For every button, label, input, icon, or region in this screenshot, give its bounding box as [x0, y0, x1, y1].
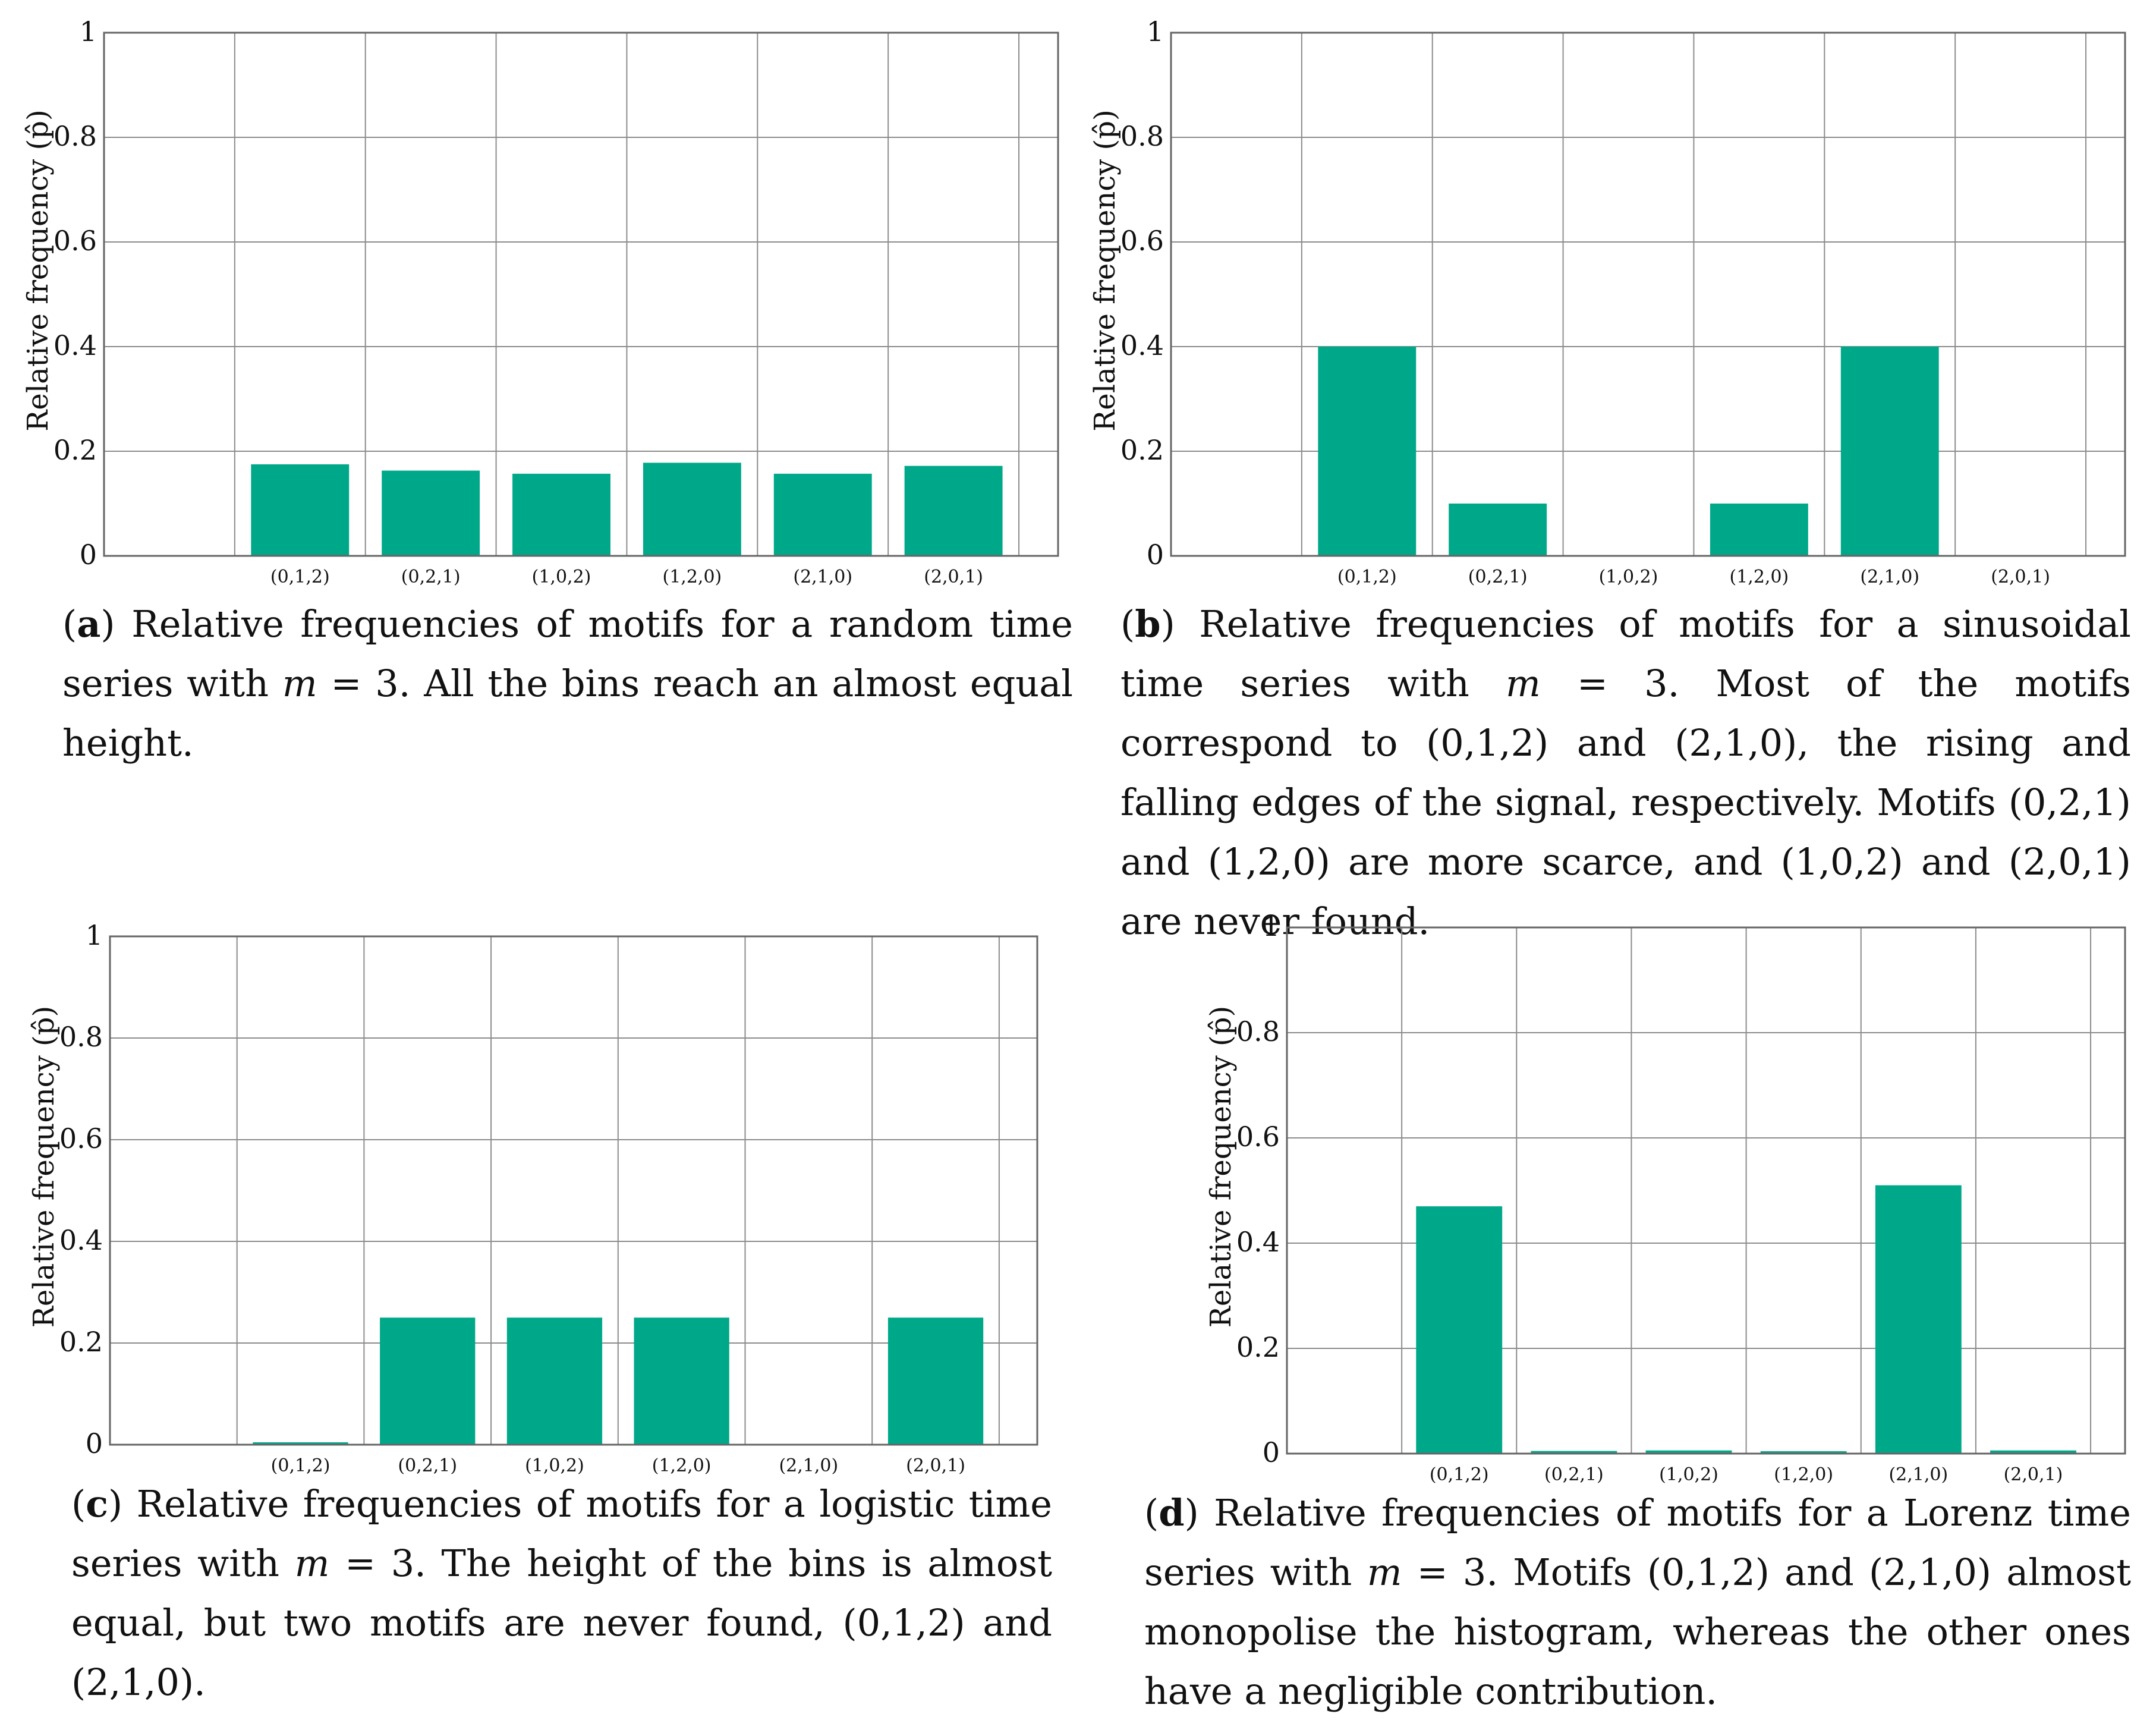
y-tick-label: 0.8 [1236, 1015, 1280, 1048]
y-tick-label: 0.2 [53, 434, 97, 466]
chart-a: 0 0.2 0.4 0.6 0.8 1 (0,1,2) (0,2,1) (1,0,2) (1,2,… [21, 15, 1059, 587]
bar-201 [904, 466, 1003, 556]
bar-210 [1840, 347, 1939, 556]
y-tick-label: 1 [1147, 15, 1164, 48]
x-tick-label: (0,1,2) [1337, 567, 1397, 587]
x-tick-label: (2,0,1) [2004, 1464, 2063, 1485]
x-tick-label: (1,2,0) [663, 567, 722, 587]
y-tick-label: 0.6 [59, 1122, 103, 1155]
bar-012 [1416, 1206, 1503, 1454]
y-tick-label: 0.4 [59, 1224, 103, 1256]
bar-210 [1875, 1185, 1962, 1454]
plot-frame [109, 935, 1038, 1446]
x-tick-label: (0,2,1) [1544, 1464, 1604, 1485]
y-tick-label: 0.6 [1236, 1121, 1280, 1153]
bar-012 [253, 1442, 348, 1445]
y-tick-label: 0.2 [1236, 1331, 1280, 1363]
x-tick-label: (0,2,1) [1468, 567, 1528, 587]
bar-021 [1531, 1451, 1617, 1454]
y-axis-label: Relative frequency (p̂) [27, 1006, 61, 1328]
y-axis-label: Relative frequency (p̂) [21, 109, 55, 431]
caption-a: (a) Relative frequencies of motifs for a… [62, 602, 1073, 765]
x-tick-label: (1,0,2) [525, 1455, 584, 1476]
y-tick-label: 0 [1263, 1436, 1280, 1468]
x-tick-label: (2,1,0) [1860, 567, 1919, 587]
y-tick-label: 0.4 [53, 329, 97, 361]
caption-b: (b) Relative frequencies of motifs for a… [1120, 602, 2131, 943]
bar-120 [634, 1317, 729, 1445]
bar-120 [1710, 504, 1808, 556]
x-tick-label: (1,0,2) [1659, 1464, 1718, 1485]
x-tick-label: (2,0,1) [1991, 567, 2050, 587]
y-axis-label: Relative frequency (p̂) [1204, 1006, 1238, 1328]
y-tick-label: 0 [86, 1427, 103, 1460]
bar-012 [1318, 347, 1417, 556]
y-tick-label: 0.2 [59, 1326, 103, 1358]
x-tick-label: (2,0,1) [924, 567, 983, 587]
x-tick-label: (2,1,0) [793, 567, 852, 587]
bar-102 [1645, 1450, 1732, 1454]
y-tick-label: 0.6 [53, 225, 97, 257]
plot-frame [1170, 32, 2126, 557]
bar-201 [1990, 1450, 2076, 1454]
chart-b: 0 0.2 0.4 0.6 0.8 1 (0,1,2) (0,2,1) (1,0,2) (1,2,… [1088, 15, 2126, 587]
y-tick-label: 0 [80, 539, 97, 571]
x-tick-label: (2,0,1) [906, 1455, 965, 1476]
bar-021 [1449, 504, 1547, 556]
caption-d: (d) Relative frequencies of motifs for a… [1144, 1491, 2131, 1713]
x-tick-label: (2,1,0) [1888, 1464, 1948, 1485]
caption-c: (c) Relative frequencies of motifs for a… [71, 1482, 1052, 1704]
plot-frame [1286, 926, 2126, 1455]
y-tick-label: 0 [1147, 539, 1164, 571]
bar-021 [382, 470, 480, 556]
x-tick-label: (0,2,1) [401, 567, 461, 587]
y-tick-label: 0.8 [53, 120, 97, 152]
y-tick-label: 0.8 [59, 1021, 103, 1053]
bar-210 [773, 473, 872, 556]
y-tick-label: 0.6 [1120, 225, 1164, 257]
bar-012 [251, 464, 350, 556]
x-tick-label: (1,2,0) [1774, 1464, 1833, 1485]
y-tick-label: 0.4 [1236, 1226, 1280, 1258]
bar-201 [887, 1317, 984, 1445]
chart-c: 0 0.2 0.4 0.6 0.8 1 (0,1,2) (0,2,1) (1,0,2) (1,2,… [27, 919, 1038, 1476]
x-tick-label: (0,2,1) [398, 1455, 457, 1476]
bar-120 [643, 463, 741, 556]
x-tick-label: (1,0,2) [1599, 567, 1658, 587]
x-tick-label: (1,0,2) [532, 567, 591, 587]
x-tick-label: (0,1,2) [1430, 1464, 1489, 1485]
y-axis-label: Relative frequency (p̂) [1088, 109, 1122, 431]
y-tick-label: 0.8 [1120, 120, 1164, 152]
bar-120 [1760, 1451, 1847, 1454]
y-tick-label: 1 [86, 919, 103, 951]
x-tick-label: (2,1,0) [779, 1455, 838, 1476]
bar-021 [380, 1317, 476, 1445]
bar-102 [512, 473, 610, 556]
y-tick-label: 1 [80, 15, 97, 48]
x-tick-label: (0,1,2) [270, 567, 330, 587]
y-tick-label: 0.2 [1120, 434, 1164, 466]
x-tick-label: (0,1,2) [271, 1455, 330, 1476]
y-tick-label: 0.4 [1120, 329, 1164, 361]
bar-102 [506, 1317, 603, 1445]
y-tick-label: 1 [1263, 910, 1280, 942]
x-tick-label: (1,2,0) [652, 1455, 712, 1476]
x-tick-label: (1,2,0) [1730, 567, 1789, 587]
plot-frame [103, 32, 1059, 557]
chart-d: 0 0.2 0.4 0.6 0.8 1 (0,1,2) (0,2,1) (1,0,2) (1,2,… [1204, 910, 2126, 1485]
